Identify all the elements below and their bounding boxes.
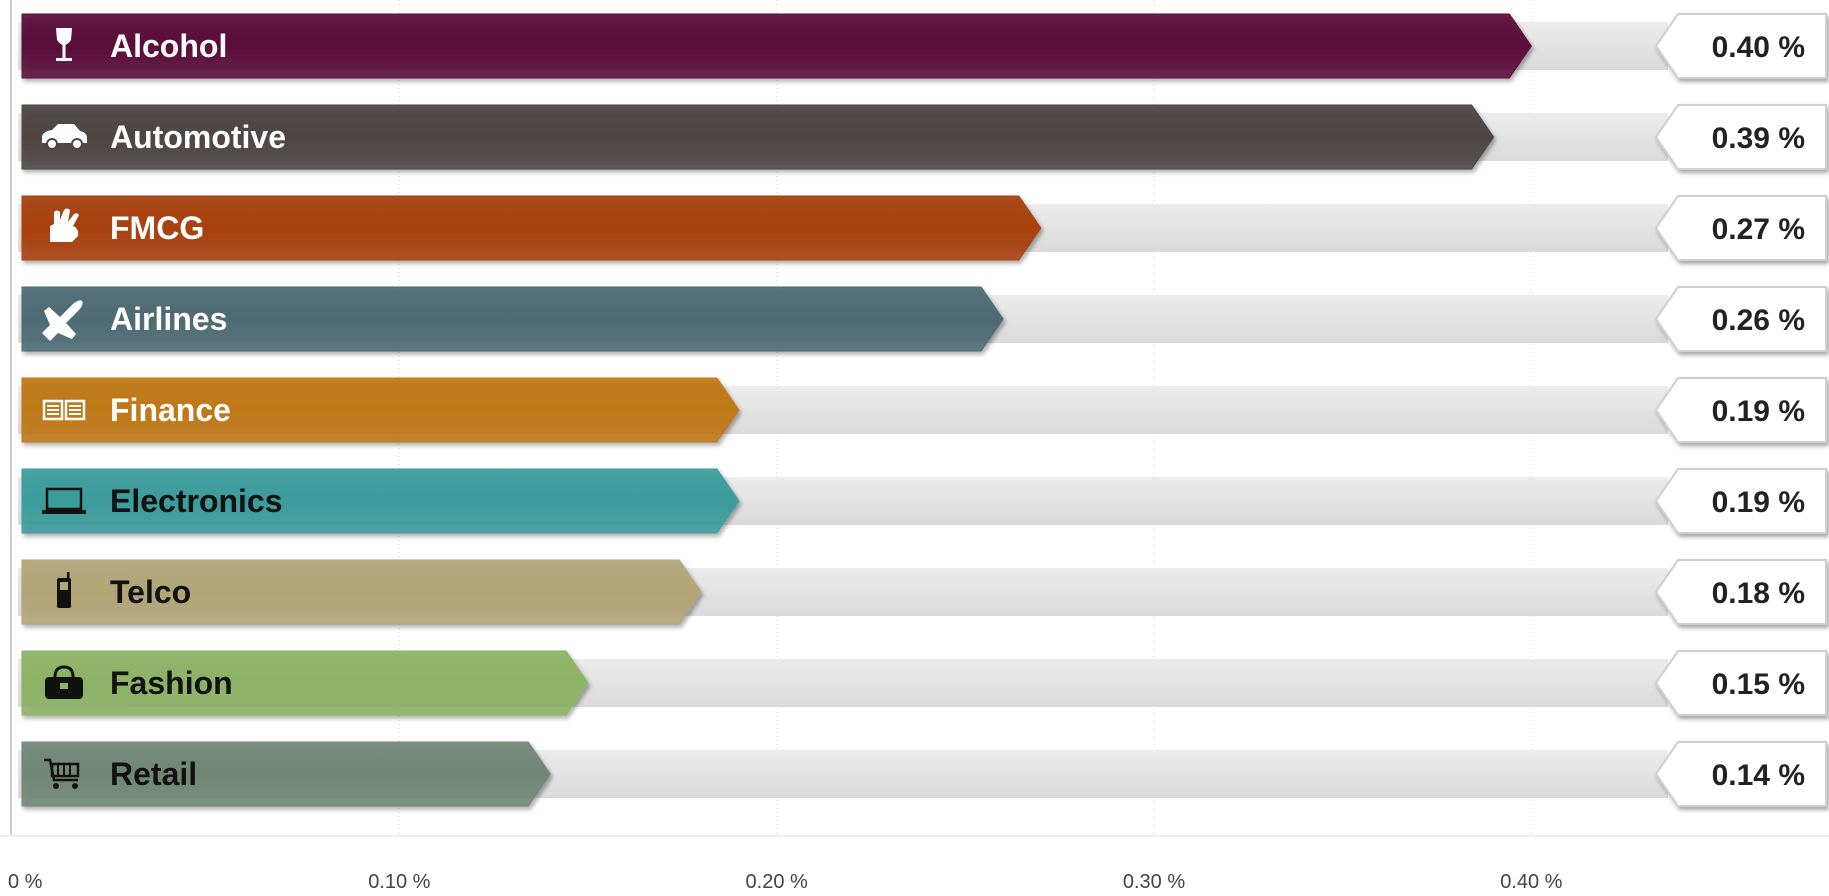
value-badge-electronics xyxy=(1654,468,1827,534)
bar-automotive xyxy=(21,104,1495,170)
value-label-electronics: 0.19 % xyxy=(1712,486,1805,519)
category-label-alcohol: Alcohol xyxy=(110,28,227,64)
hand-icon xyxy=(50,208,79,242)
value-label-finance: 0.19 % xyxy=(1712,395,1805,428)
value-label-telco: 0.18 % xyxy=(1712,577,1805,610)
value-label-automotive: 0.39 % xyxy=(1712,122,1805,155)
value-badge-telco xyxy=(1654,559,1827,625)
category-label-telco: Telco xyxy=(110,574,191,610)
x-tick-label-0-10: 0.10 % xyxy=(368,871,430,893)
x-tick-label-0: 0 % xyxy=(8,871,43,893)
phone-icon xyxy=(57,572,71,608)
bar-airlines xyxy=(21,286,1004,352)
laptop-icon xyxy=(42,487,86,514)
category-label-fashion: Fashion xyxy=(110,665,233,701)
category-label-retail: Retail xyxy=(110,756,197,792)
value-label-fashion: 0.15 % xyxy=(1712,668,1805,701)
x-tick-label-0-40: 0.40 % xyxy=(1500,871,1562,893)
handbag-icon xyxy=(45,665,83,699)
x-tick-label-0-30: 0.30 % xyxy=(1123,871,1185,893)
airplane-icon xyxy=(42,300,83,341)
value-badge-alcohol xyxy=(1654,13,1827,79)
value-label-alcohol: 0.40 % xyxy=(1712,31,1805,64)
category-label-fmcg: FMCG xyxy=(110,210,204,246)
value-badge-fashion xyxy=(1654,650,1827,716)
value-label-retail: 0.14 % xyxy=(1712,759,1805,792)
x-tick-label-0-20: 0.20 % xyxy=(746,871,808,893)
category-label-automotive: Automotive xyxy=(110,119,286,155)
bar-telco xyxy=(21,559,702,625)
bar-finance xyxy=(21,377,740,443)
bar-electronics xyxy=(21,468,740,534)
category-label-finance: Finance xyxy=(110,392,231,428)
value-badge-automotive xyxy=(1654,104,1827,170)
value-badge-finance xyxy=(1654,377,1827,443)
bar-retail xyxy=(21,741,551,807)
category-label-electronics: Electronics xyxy=(110,483,283,519)
wine-glass-icon xyxy=(56,28,72,61)
value-badge-retail xyxy=(1654,741,1827,807)
value-label-airlines: 0.26 % xyxy=(1712,304,1805,337)
cart-icon xyxy=(44,758,80,789)
bar-fmcg xyxy=(21,195,1042,261)
value-badge-fmcg xyxy=(1654,195,1827,261)
value-label-fmcg: 0.27 % xyxy=(1712,213,1805,246)
category-label-airlines: Airlines xyxy=(110,301,227,337)
bar-fashion xyxy=(21,650,589,716)
car-icon xyxy=(42,124,87,150)
bar-alcohol xyxy=(21,13,1532,79)
book-icon xyxy=(42,399,86,421)
value-badge-airlines xyxy=(1654,286,1827,352)
